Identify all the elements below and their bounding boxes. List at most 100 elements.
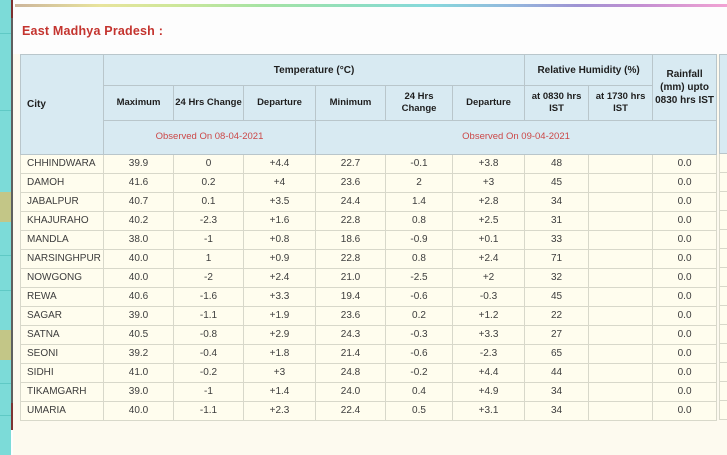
value-cell: [588, 382, 654, 402]
value-cell: 44: [524, 363, 590, 383]
sidebar-divider: [0, 110, 11, 111]
value-cell: 0.1: [173, 192, 244, 212]
table-row: REWA 40.6 -1.6 +3.3 19.4 -0.6 -0.3 45 0.0: [20, 287, 718, 307]
value-cell: 71: [524, 249, 590, 269]
value-cell: +2.5: [451, 211, 526, 231]
sidebar-divider: [0, 33, 11, 34]
sidebar-divider: [0, 290, 11, 291]
value-cell: +3: [243, 363, 316, 383]
value-cell: 22: [524, 306, 590, 326]
value-cell: -0.9: [385, 230, 453, 250]
value-cell: 0.0: [652, 192, 718, 212]
value-cell: [588, 192, 654, 212]
sidebar-item-block[interactable]: [0, 192, 11, 222]
value-cell: 23.6: [315, 306, 386, 326]
header-row-observed: Observed On 08-04-2021 Observed On 09-04…: [21, 120, 718, 155]
value-cell: 18.6: [315, 230, 386, 250]
value-cell: +2: [451, 268, 526, 288]
value-cell: [588, 363, 654, 383]
value-cell: 40.0: [103, 401, 174, 421]
value-cell: -2.3: [173, 211, 244, 231]
table-row: JABALPUR 40.7 0.1 +3.5 24.4 1.4 +2.8 34 0.0: [20, 192, 718, 212]
city-cell: MANDLA: [20, 230, 104, 250]
value-cell: 48: [524, 154, 590, 174]
window-edge-line-top-segment: [11, 0, 13, 18]
left-sidebar-strip[interactable]: [0, 0, 11, 455]
value-cell: +4.9: [451, 382, 526, 402]
value-cell: +4.4: [451, 363, 526, 383]
value-cell: +2.4: [243, 268, 316, 288]
city-cell: SAGAR: [20, 306, 104, 326]
value-cell: 0.8: [385, 211, 453, 231]
value-cell: 24.8: [315, 363, 386, 383]
value-cell: 40.6: [103, 287, 174, 307]
value-cell: 39.9: [103, 154, 174, 174]
city-cell: KHAJURAHO: [20, 211, 104, 231]
value-cell: 34: [524, 192, 590, 212]
observed-date-left: Observed On 08-04-2021: [103, 120, 316, 155]
value-cell: +4.4: [243, 154, 316, 174]
value-cell: +2.4: [451, 249, 526, 269]
col-header-maximum: Maximum: [103, 85, 174, 121]
col-group-humidity: Relative Humidity (%): [524, 54, 654, 86]
value-cell: -2.5: [385, 268, 453, 288]
value-cell: -1: [173, 382, 244, 402]
city-cell: CHHINDWARA: [20, 154, 104, 174]
value-cell: 0.0: [652, 325, 718, 345]
value-cell: 0.0: [652, 230, 718, 250]
value-cell: [588, 401, 654, 421]
value-cell: -0.3: [451, 287, 526, 307]
city-cell: SATNA: [20, 325, 104, 345]
value-cell: 27: [524, 325, 590, 345]
sidebar-divider: [0, 255, 11, 256]
col-header-humidity-0830: at 0830 hrs IST: [524, 85, 590, 121]
value-cell: [588, 325, 654, 345]
value-cell: -1.1: [173, 306, 244, 326]
value-cell: -1: [173, 230, 244, 250]
value-cell: [588, 230, 654, 250]
window-edge-line-bottom-segment: [11, 403, 13, 430]
value-cell: 0.0: [652, 363, 718, 383]
value-cell: 0.0: [652, 173, 718, 193]
value-cell: +3: [451, 173, 526, 193]
value-cell: [588, 154, 654, 174]
value-cell: -0.1: [385, 154, 453, 174]
value-cell: 40.0: [103, 268, 174, 288]
value-cell: 22.8: [315, 249, 386, 269]
value-cell: 31: [524, 211, 590, 231]
page-content: East Madhya Pradesh : City Temperature (…: [13, 0, 727, 455]
value-cell: 22.7: [315, 154, 386, 174]
value-cell: +3.8: [451, 154, 526, 174]
city-cell: SEONI: [20, 344, 104, 364]
sidebar-divider: [0, 415, 11, 416]
value-cell: 24.0: [315, 382, 386, 402]
col-header-departure-max: Departure: [243, 85, 316, 121]
value-cell: 21.0: [315, 268, 386, 288]
sidebar-divider: [0, 383, 11, 384]
value-cell: 0.8: [385, 249, 453, 269]
value-cell: [588, 268, 654, 288]
table-row: NOWGONG 40.0 -2 +2.4 21.0 -2.5 +2 32 0.0: [20, 268, 718, 288]
value-cell: 0.0: [652, 401, 718, 421]
col-header-city: City: [20, 54, 104, 155]
value-cell: 0.2: [385, 306, 453, 326]
weather-table: City Temperature (°C) Relative Humidity …: [20, 54, 718, 421]
value-cell: -1.1: [173, 401, 244, 421]
value-cell: +2.8: [451, 192, 526, 212]
value-cell: 41.6: [103, 173, 174, 193]
col-header-24hrs-change-min: 24 Hrs Change: [385, 85, 453, 121]
value-cell: 0.0: [652, 154, 718, 174]
observed-date-right: Observed On 09-04-2021: [314, 120, 718, 155]
value-cell: 0.0: [652, 306, 718, 326]
sidebar-item-block[interactable]: [0, 330, 11, 360]
value-cell: 2: [385, 173, 453, 193]
value-cell: +1.4: [243, 382, 316, 402]
table-row: SIDHI 41.0 -0.2 +3 24.8 -0.2 +4.4 44 0.0: [20, 363, 718, 383]
value-cell: +1.2: [451, 306, 526, 326]
value-cell: [588, 287, 654, 307]
city-cell: NOWGONG: [20, 268, 104, 288]
table-row: MANDLA 38.0 -1 +0.8 18.6 -0.9 +0.1 33 0.0: [20, 230, 718, 250]
value-cell: 21.4: [315, 344, 386, 364]
table-row: NARSINGHPUR 40.0 1 +0.9 22.8 0.8 +2.4 71 0.0: [20, 249, 718, 269]
